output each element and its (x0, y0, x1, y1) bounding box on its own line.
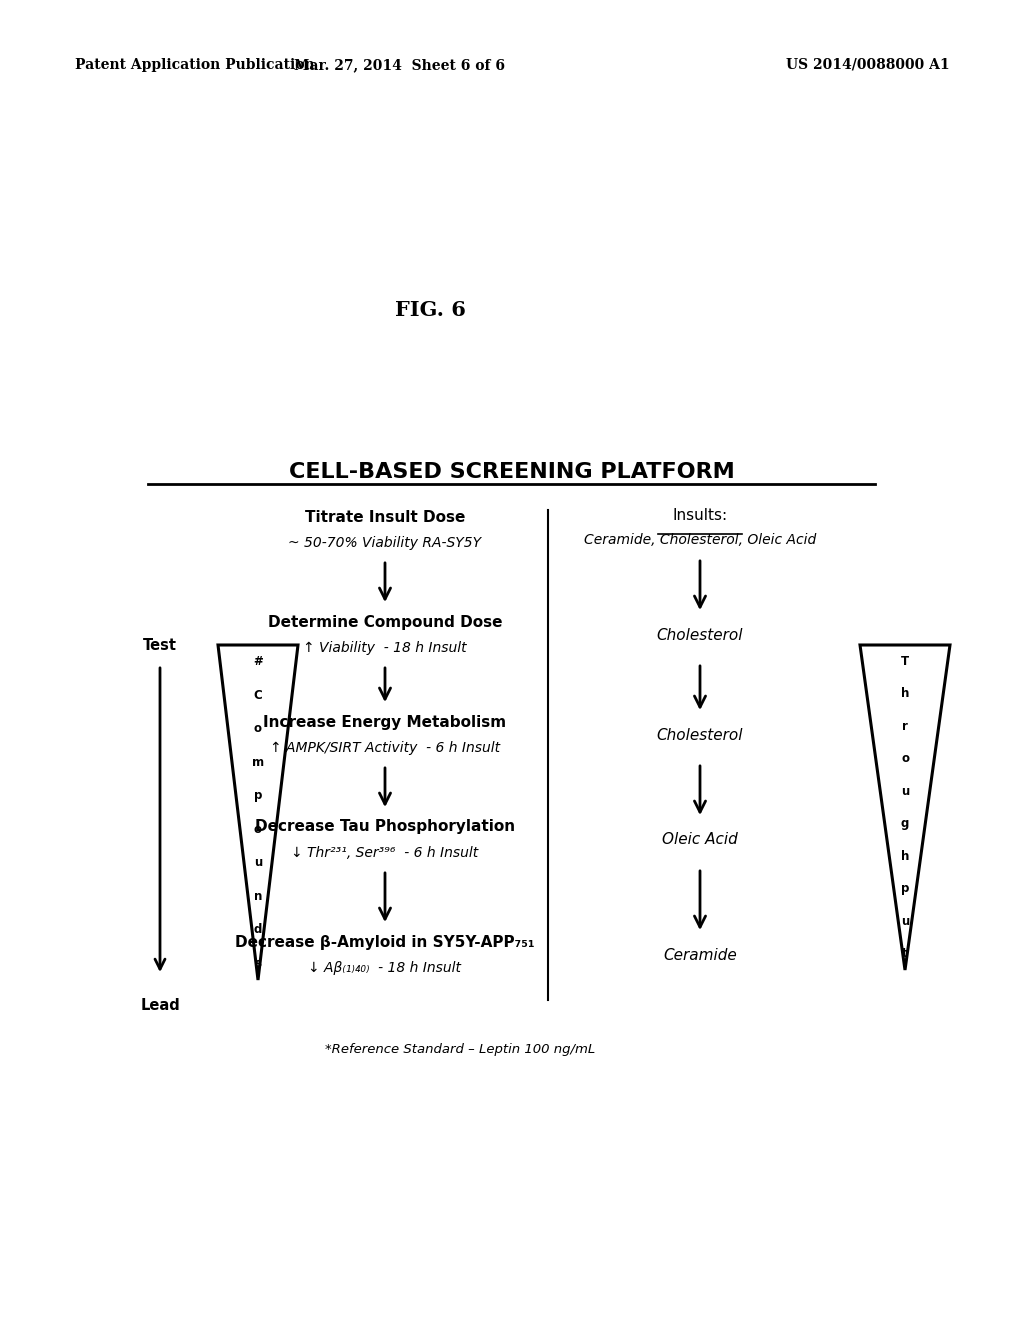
Text: Increase Energy Metabolism: Increase Energy Metabolism (263, 714, 507, 730)
Text: T: T (901, 655, 909, 668)
Text: Patent Application Publication: Patent Application Publication (75, 58, 314, 73)
Text: #: # (253, 655, 263, 668)
Text: Lead: Lead (140, 998, 180, 1012)
Text: Oleic Acid: Oleic Acid (663, 833, 738, 847)
Text: Ceramide, Cholesterol, Oleic Acid: Ceramide, Cholesterol, Oleic Acid (584, 533, 816, 546)
Text: ↓ Aβ₍₁₎₄₀₎  - 18 h Insult: ↓ Aβ₍₁₎₄₀₎ - 18 h Insult (308, 961, 462, 975)
Text: C: C (254, 689, 262, 702)
Text: t: t (902, 948, 908, 960)
Text: p: p (254, 789, 262, 803)
Text: Test: Test (143, 638, 177, 652)
Text: u: u (901, 785, 909, 797)
Text: ↑ Viability  - 18 h Insult: ↑ Viability - 18 h Insult (303, 642, 467, 655)
Text: n: n (254, 890, 262, 903)
Text: US 2014/0088000 A1: US 2014/0088000 A1 (786, 58, 950, 73)
Text: h: h (901, 688, 909, 700)
Text: ~ 50-70% Viability RA-SY5Y: ~ 50-70% Viability RA-SY5Y (289, 536, 481, 550)
Text: Decrease β-Amyloid in SY5Y-APP₇₅₁: Decrease β-Amyloid in SY5Y-APP₇₅₁ (236, 935, 535, 949)
Text: Titrate Insult Dose: Titrate Insult Dose (305, 510, 465, 524)
Text: FIG. 6: FIG. 6 (394, 300, 466, 319)
Text: Insults:: Insults: (673, 508, 728, 524)
Text: Ceramide: Ceramide (664, 948, 737, 962)
Text: Cholesterol: Cholesterol (656, 627, 743, 643)
Text: CELL-BASED SCREENING PLATFORM: CELL-BASED SCREENING PLATFORM (289, 462, 735, 482)
Text: ↓ Thr²³¹, Ser³⁹⁶  - 6 h Insult: ↓ Thr²³¹, Ser³⁹⁶ - 6 h Insult (292, 846, 478, 861)
Text: u: u (254, 857, 262, 870)
Text: s: s (255, 957, 261, 970)
Text: m: m (252, 756, 264, 768)
Text: Determine Compound Dose: Determine Compound Dose (267, 615, 502, 630)
Text: d: d (254, 923, 262, 936)
Text: Decrease Tau Phosphorylation: Decrease Tau Phosphorylation (255, 820, 515, 834)
Text: u: u (901, 915, 909, 928)
Text: *Reference Standard – Leptin 100 ng/mL: *Reference Standard – Leptin 100 ng/mL (325, 1044, 595, 1056)
Text: g: g (901, 817, 909, 830)
Text: p: p (901, 882, 909, 895)
Text: Mar. 27, 2014  Sheet 6 of 6: Mar. 27, 2014 Sheet 6 of 6 (295, 58, 506, 73)
Text: o: o (901, 752, 909, 766)
Text: h: h (901, 850, 909, 863)
Text: o: o (254, 722, 262, 735)
Text: ↑ AMPK/SIRT Activity  - 6 h Insult: ↑ AMPK/SIRT Activity - 6 h Insult (270, 741, 500, 755)
Text: Cholesterol: Cholesterol (656, 727, 743, 742)
Text: o: o (254, 822, 262, 836)
Text: r: r (902, 719, 908, 733)
